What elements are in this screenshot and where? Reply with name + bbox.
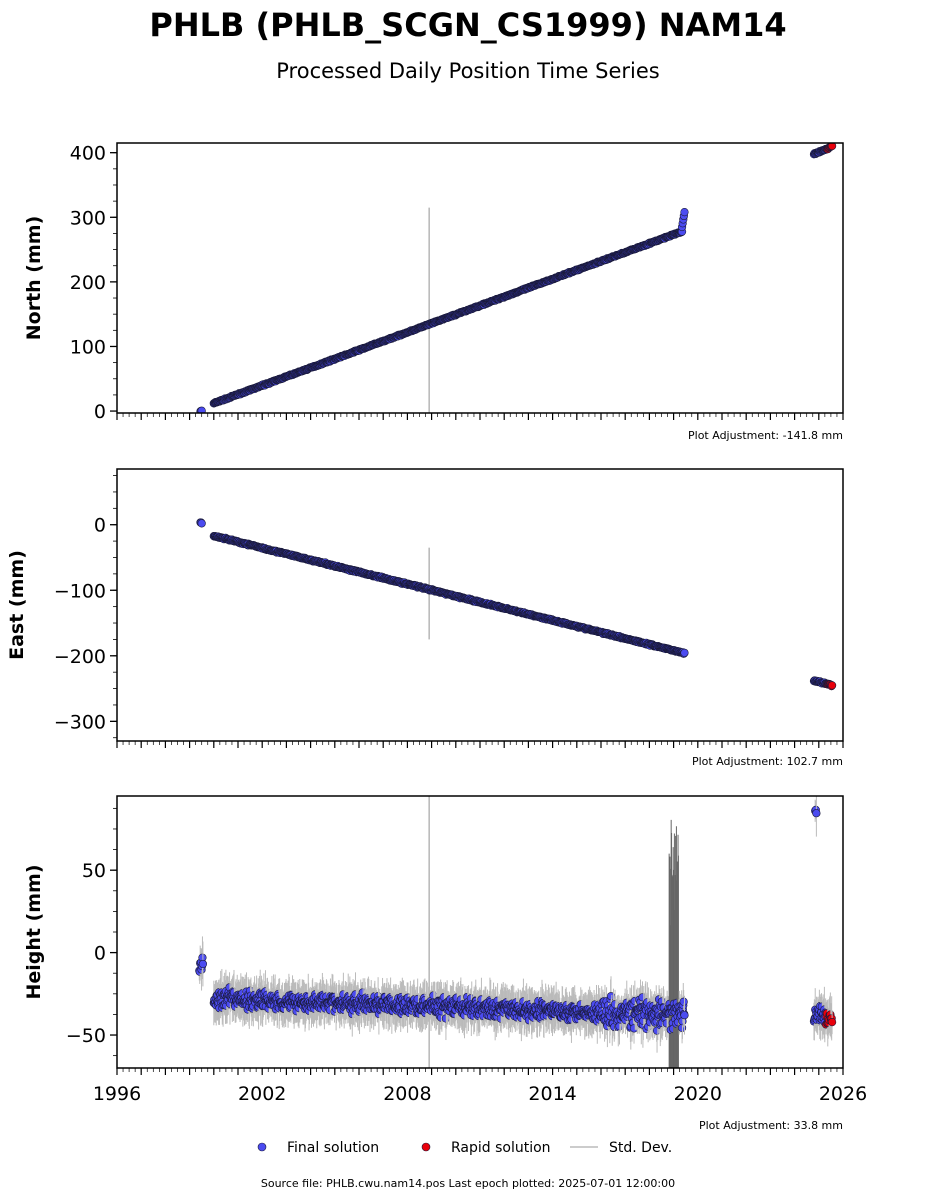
y-axis-label: East (mm)	[6, 550, 28, 660]
plot-area	[196, 518, 837, 691]
y-tick-label: 300	[70, 207, 106, 229]
final-point	[680, 648, 689, 657]
chart-title: PHLB (PHLB_SCGN_CS1999) NAM14	[149, 6, 786, 44]
plot-area	[195, 796, 837, 1068]
final-series	[196, 144, 832, 413]
east-panel: 0 −100 −200 −300 East (mm) Plot Adjustment: 1…	[6, 468, 844, 768]
final-point	[198, 959, 208, 969]
y-tick-label: 400	[70, 143, 106, 165]
rapid-point	[828, 681, 837, 690]
plot-adjustment-label: Plot Adjustment: 102.7 mm	[692, 755, 843, 768]
y-tick-label: −300	[54, 711, 106, 733]
final-point	[197, 519, 206, 528]
plot-area	[196, 143, 837, 413]
y-axis-label: North (mm)	[23, 216, 45, 341]
y-tick-label: 200	[70, 272, 106, 294]
rapid-point	[828, 143, 837, 151]
final-point	[680, 207, 689, 217]
rapid-series	[823, 143, 837, 154]
y-tick-label: −100	[54, 580, 106, 602]
y-tick-label: 100	[70, 336, 106, 358]
final-series	[196, 518, 832, 688]
y-tick-label: 0	[94, 401, 106, 423]
axes-frame	[116, 142, 844, 414]
north-panel: 0 100 200 300 400 North (mm) Plot Adjustment: …	[23, 142, 844, 442]
y-tick-label: 0	[94, 515, 106, 537]
y-tick-label: −200	[54, 646, 106, 668]
rapid-series	[823, 679, 837, 691]
plot-adjustment-label: Plot Adjustment: -141.8 mm	[688, 429, 843, 442]
chart-subtitle: Processed Daily Position Time Series	[276, 59, 660, 83]
final-series	[195, 796, 831, 1068]
final-point	[197, 406, 206, 413]
